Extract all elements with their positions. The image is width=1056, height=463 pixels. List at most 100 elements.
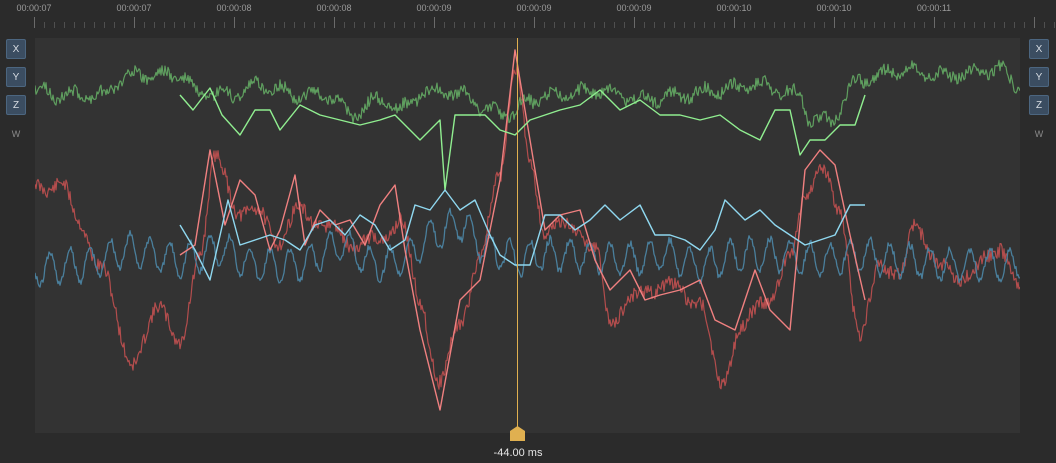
timeline-tick-label: 00:00:09 bbox=[516, 3, 552, 13]
timeline-minor-tick bbox=[904, 22, 905, 28]
timeline-minor-tick bbox=[614, 22, 615, 28]
timeline-minor-tick bbox=[44, 22, 45, 28]
x-sampled-curve bbox=[179, 49, 866, 411]
x-raw-curve bbox=[35, 64, 1020, 390]
timeline-minor-tick bbox=[724, 22, 725, 28]
timeline-minor-tick bbox=[1014, 22, 1015, 28]
timeline-minor-tick bbox=[214, 22, 215, 28]
timeline-minor-tick bbox=[514, 22, 515, 28]
timeline-tick-label: 00:00:11 bbox=[916, 3, 952, 13]
timeline-minor-tick bbox=[144, 22, 145, 28]
timeline-minor-tick bbox=[474, 22, 475, 28]
timeline-minor-tick bbox=[284, 22, 285, 28]
z-sampled-curve bbox=[179, 189, 865, 281]
timeline-minor-tick bbox=[154, 22, 155, 28]
timeline-tick-label: 00:00:08 bbox=[216, 3, 252, 13]
timeline-minor-tick bbox=[74, 22, 75, 28]
timeline-minor-tick bbox=[464, 22, 465, 28]
timeline-minor-tick bbox=[874, 22, 875, 28]
x-axis-toggle-right[interactable]: X bbox=[1029, 39, 1049, 59]
timeline-ruler[interactable]: 00:00:07 00:00:07 00:00:08 00:00:08 00:0… bbox=[0, 0, 1056, 30]
timeline-minor-tick bbox=[484, 22, 485, 28]
playhead-line[interactable] bbox=[517, 38, 518, 433]
timeline-minor-tick bbox=[394, 22, 395, 28]
timeline-tick-label: 00:00:07 bbox=[16, 3, 52, 13]
timeline-minor-tick bbox=[194, 22, 195, 28]
timeline-minor-tick bbox=[604, 22, 605, 28]
timeline-minor-tick bbox=[354, 22, 355, 28]
timeline-minor-tick bbox=[554, 22, 555, 28]
timeline-minor-tick bbox=[444, 22, 445, 28]
curve-plot-area[interactable] bbox=[35, 38, 1020, 433]
timeline-minor-tick bbox=[944, 22, 945, 28]
timeline-major-tick bbox=[434, 17, 435, 28]
timeline-minor-tick bbox=[314, 22, 315, 28]
timeline-minor-tick bbox=[384, 22, 385, 28]
timeline-tick-label: 00:00:08 bbox=[316, 3, 352, 13]
timeline-minor-tick bbox=[1004, 22, 1005, 28]
timeline-minor-tick bbox=[54, 22, 55, 28]
timeline-minor-tick bbox=[574, 22, 575, 28]
timeline-minor-tick bbox=[264, 22, 265, 28]
timeline-minor-tick bbox=[174, 22, 175, 28]
timeline-minor-tick bbox=[784, 22, 785, 28]
timeline-tick-label: 00:00:10 bbox=[816, 3, 852, 13]
timeline-minor-tick bbox=[654, 22, 655, 28]
timeline-minor-tick bbox=[104, 22, 105, 28]
timeline-minor-tick bbox=[854, 22, 855, 28]
timeline-minor-tick bbox=[1054, 22, 1055, 28]
timeline-minor-tick bbox=[254, 22, 255, 28]
timeline-minor-tick bbox=[844, 22, 845, 28]
timeline-minor-tick bbox=[584, 22, 585, 28]
timeline-minor-tick bbox=[184, 22, 185, 28]
playhead-handle-icon[interactable] bbox=[510, 426, 525, 441]
z-axis-toggle-left[interactable]: Z bbox=[6, 95, 26, 115]
timeline-minor-tick bbox=[244, 22, 245, 28]
timeline-minor-tick bbox=[924, 22, 925, 28]
timeline-minor-tick bbox=[814, 22, 815, 28]
timeline-minor-tick bbox=[914, 22, 915, 28]
timeline-minor-tick bbox=[824, 22, 825, 28]
timeline-minor-tick bbox=[424, 22, 425, 28]
timeline-minor-tick bbox=[164, 22, 165, 28]
timeline-minor-tick bbox=[544, 22, 545, 28]
timeline-minor-tick bbox=[804, 22, 805, 28]
y-raw-curve bbox=[35, 59, 1020, 128]
timeline-major-tick bbox=[734, 17, 735, 28]
timeline-minor-tick bbox=[984, 22, 985, 28]
timeline-minor-tick bbox=[764, 22, 765, 28]
timeline-minor-tick bbox=[94, 22, 95, 28]
timeline-minor-tick bbox=[684, 22, 685, 28]
timeline-minor-tick bbox=[594, 22, 595, 28]
timeline-minor-tick bbox=[564, 22, 565, 28]
timeline-minor-tick bbox=[884, 22, 885, 28]
timeline-minor-tick bbox=[714, 22, 715, 28]
timeline-minor-tick bbox=[524, 22, 525, 28]
timeline-minor-tick bbox=[454, 22, 455, 28]
timeline-minor-tick bbox=[64, 22, 65, 28]
timeline-tick-label: 00:00:07 bbox=[116, 3, 152, 13]
timeline-major-tick bbox=[134, 17, 135, 28]
timeline-major-tick bbox=[1034, 17, 1035, 28]
timeline-minor-tick bbox=[494, 22, 495, 28]
curve-plot-svg bbox=[35, 49, 1020, 411]
y-sampled-curve bbox=[179, 87, 866, 191]
timeline-minor-tick bbox=[754, 22, 755, 28]
timeline-minor-tick bbox=[674, 22, 675, 28]
timeline-minor-tick bbox=[204, 22, 205, 28]
x-axis-toggle-left[interactable]: X bbox=[6, 39, 26, 59]
w-axis-toggle-left[interactable]: W bbox=[11, 129, 21, 139]
y-axis-toggle-left[interactable]: Y bbox=[6, 67, 26, 87]
timeline-minor-tick bbox=[1044, 22, 1045, 28]
w-axis-toggle-right[interactable]: W bbox=[1034, 129, 1044, 139]
timeline-minor-tick bbox=[374, 22, 375, 28]
timeline-minor-tick bbox=[864, 22, 865, 28]
z-axis-toggle-right[interactable]: Z bbox=[1029, 95, 1049, 115]
timeline-minor-tick bbox=[994, 22, 995, 28]
timeline-minor-tick bbox=[664, 22, 665, 28]
timeline-minor-tick bbox=[774, 22, 775, 28]
timeline-minor-tick bbox=[324, 22, 325, 28]
y-axis-toggle-right[interactable]: Y bbox=[1029, 67, 1049, 87]
timeline-minor-tick bbox=[504, 22, 505, 28]
timeline-minor-tick bbox=[964, 22, 965, 28]
